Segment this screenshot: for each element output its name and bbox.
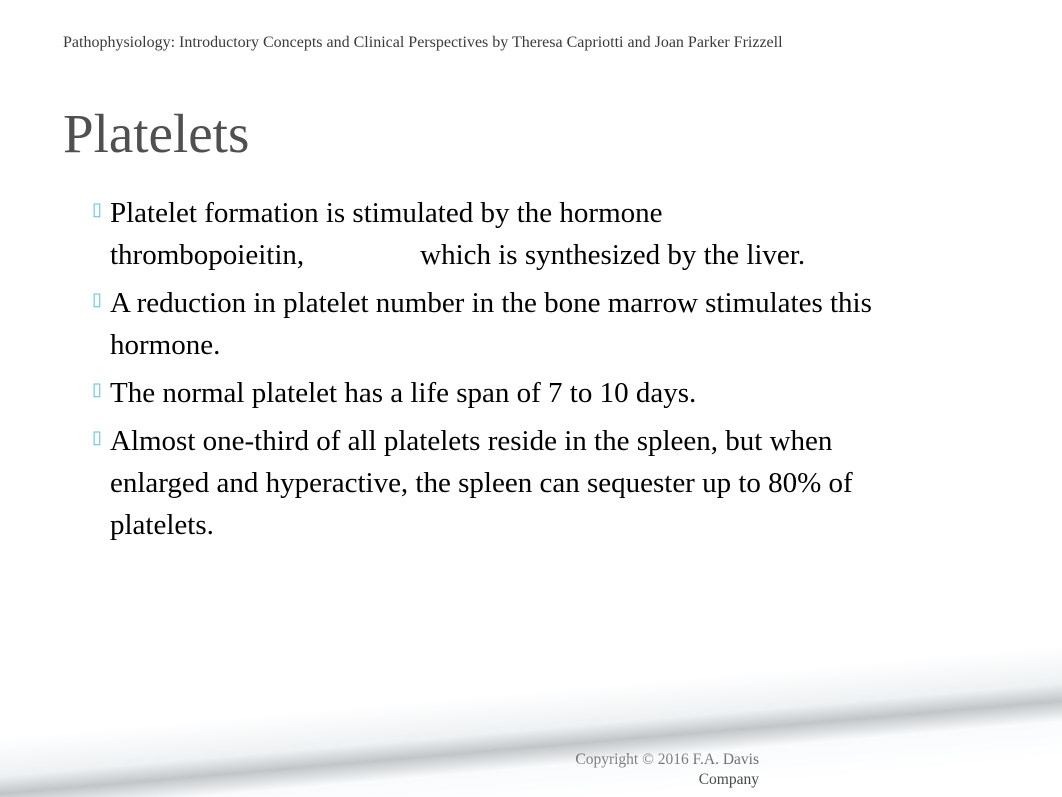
bullet-marker-icon: ▯ [92, 428, 96, 448]
bullet-text: The normal platelet has a life span of 7… [110, 377, 696, 409]
bullet-text: Almost one-third of all platelets reside… [110, 425, 853, 541]
bullet-marker-icon: ▯ [92, 200, 96, 220]
bullet-item: ▯ Almost one-third of all platelets resi… [92, 420, 882, 546]
bullet-item: ▯ Platelet formation is stimulated by th… [92, 192, 882, 276]
content-bullet-list: ▯ Platelet formation is stimulated by th… [92, 192, 882, 552]
bullet-text: Platelet formation is stimulated by the … [110, 197, 805, 271]
book-citation-header: Pathophysiology: Introductory Concepts a… [63, 34, 783, 52]
bullet-item: ▯ A reduction in platelet number in the … [92, 282, 882, 366]
decorative-gradient [0, 637, 1062, 797]
bullet-item: ▯ The normal platelet has a life span of… [92, 372, 882, 414]
slide-title: Platelets [63, 102, 249, 165]
copyright-footer: Copyright © 2016 F.A. Davis Company [554, 750, 759, 789]
bullet-marker-icon: ▯ [92, 380, 96, 400]
bullet-marker-icon: ▯ [92, 290, 96, 310]
bullet-text: A reduction in platelet number in the bo… [110, 287, 872, 361]
